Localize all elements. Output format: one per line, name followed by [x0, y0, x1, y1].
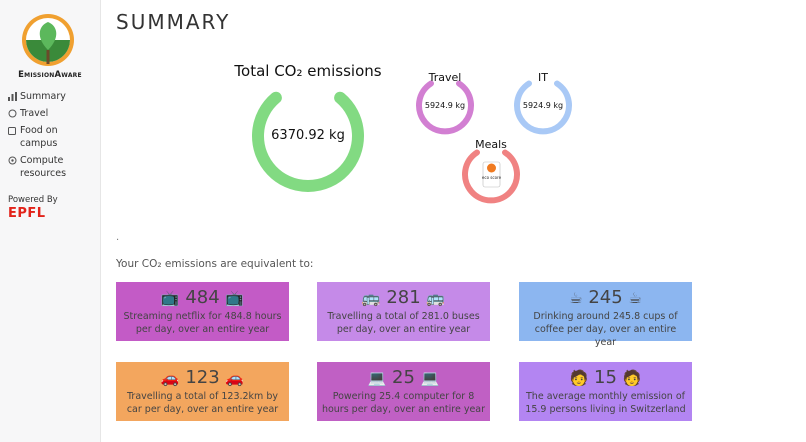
gauge-title: IT	[538, 71, 548, 84]
nav-label: Travel	[20, 108, 49, 119]
equivalent-card: 🚌 281 🚌 Travelling a total of 281.0 buses…	[317, 282, 490, 341]
page-title: SUMMARY	[116, 10, 231, 34]
card-text: Travelling a total of 281.0 buses per da…	[327, 311, 480, 335]
equivalent-card: ☕ 245 ☕ Drinking around 245.8 cups of cof…	[519, 282, 692, 348]
card-figure: 484	[185, 287, 220, 308]
card-text: Streaming netflix for 484.8 hours per da…	[123, 311, 282, 335]
nav-label: Compute resources	[20, 155, 67, 179]
nav-item[interactable]: Travel	[8, 107, 96, 120]
gauges: eco score	[252, 80, 572, 204]
card-figure: 123	[185, 367, 220, 388]
brand: EmissionAware	[18, 70, 82, 80]
card-text: Drinking around 245.8 cups of coffee per…	[533, 311, 678, 348]
card-icon: 🚌	[426, 289, 446, 307]
card-icon: 📺	[225, 289, 245, 307]
card-figure-row: 💻 25 💻	[317, 366, 490, 390]
equivalent-card: 📺 484 📺 Streaming netflix for 484.8 hours…	[116, 282, 289, 341]
gauge-ring	[416, 80, 474, 135]
gauge-value: 6370.92 kg	[271, 128, 345, 143]
gauge-title: Meals	[475, 138, 507, 151]
eco-badge-icon	[487, 163, 496, 173]
powered-by: Powered By	[8, 195, 58, 205]
gauge-title: Total CO₂ emissions	[234, 62, 382, 80]
separator: .	[116, 232, 120, 243]
card-figure-row: ☕ 245 ☕	[519, 286, 692, 310]
nav-item[interactable]: Summary	[8, 90, 96, 103]
logo[interactable]	[0, 0, 100, 70]
gauge-title: Travel	[428, 71, 462, 84]
card-figure: 281	[386, 287, 421, 308]
card-icon: 🧑	[569, 369, 589, 387]
nav-label: Summary	[20, 91, 66, 102]
card-figure-row: 🧑 15 🧑	[519, 366, 692, 390]
card-icon: 🧑	[622, 369, 642, 387]
gauge-ring	[514, 80, 572, 135]
equivalent-card: 🚗 123 🚗 Travelling a total of 123.2km by …	[116, 362, 289, 421]
equivalent-card: 💻 25 💻 Powering 25.4 computer for 8 hours…	[317, 362, 490, 421]
card-text: The average monthly emission of 15.9 per…	[525, 391, 686, 415]
card-icon: 🚌	[361, 289, 381, 307]
card-icon: 💻	[367, 369, 387, 387]
gauge-value: 5924.9 kg	[522, 101, 564, 110]
nav: Summary Travel Food on campus Compute re…	[8, 90, 96, 184]
card-figure-row: 📺 484 📺	[116, 286, 289, 310]
equivalent-card: 🧑 15 🧑 The average monthly emission of 15…	[519, 362, 692, 421]
card-icon: 📺	[160, 289, 180, 307]
card-icon: ☕	[628, 289, 642, 307]
eco-badge-text: eco score	[482, 175, 502, 180]
nav-label: Food on campus	[20, 125, 58, 149]
gauge-ring	[462, 149, 520, 204]
card-icon: ☕	[569, 289, 583, 307]
gauge-value: 5924.9 kg	[424, 101, 466, 110]
card-figure: 15	[594, 367, 617, 388]
card-figure-row: 🚗 123 🚗	[116, 366, 289, 390]
nav-item[interactable]: Food on campus	[8, 124, 96, 150]
card-text: Powering 25.4 computer for 8 hours per d…	[321, 391, 486, 415]
gauge-ring	[252, 91, 364, 193]
card-icon: 💻	[420, 369, 440, 387]
intro-text: Your CO₂ emissions are equivalent to:	[116, 258, 314, 270]
partner-logo: EPFL	[8, 206, 46, 221]
card-figure: 25	[392, 367, 415, 388]
card-icon: 🚗	[225, 369, 245, 387]
nav-item[interactable]: Compute resources	[8, 154, 96, 180]
sidebar: EmissionAware Summary Travel Food on cam…	[0, 0, 101, 442]
card-text: Travelling a total of 123.2km by car per…	[126, 391, 279, 415]
card-icon: 🚗	[160, 369, 180, 387]
card-figure-row: 🚌 281 🚌	[317, 286, 490, 310]
card-figure: 245	[588, 287, 623, 308]
